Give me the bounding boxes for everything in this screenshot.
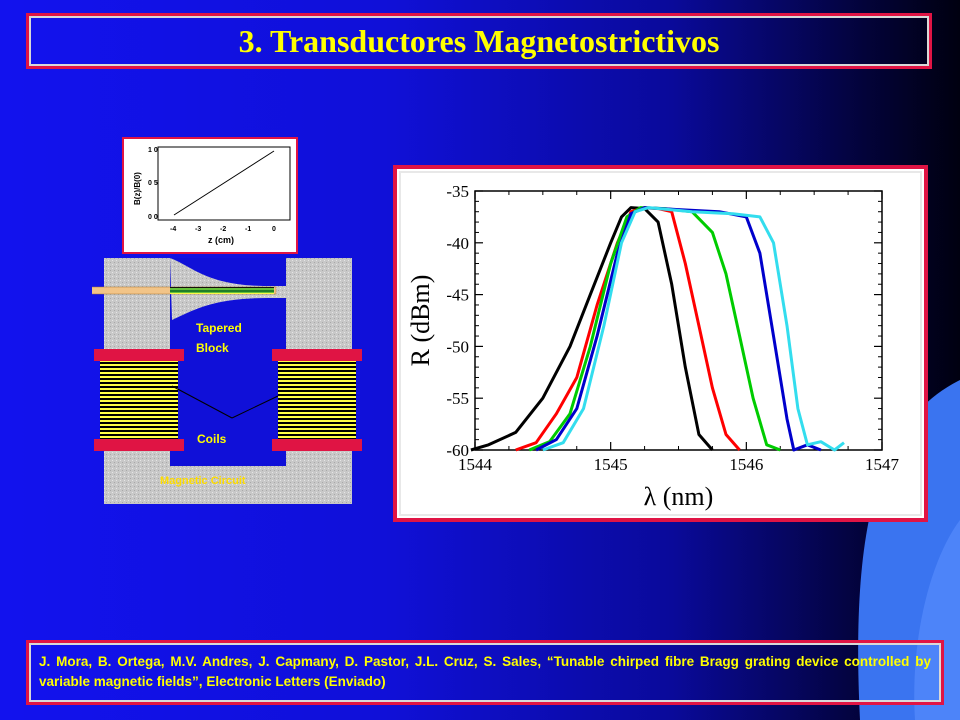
inset-xlabel: z (cm): [208, 235, 234, 245]
x-tick-label: 1546: [729, 455, 763, 474]
spectrum-series-1: [470, 206, 714, 452]
x-tick-4: 0: [272, 226, 276, 233]
x-tick-0: -4: [170, 226, 176, 233]
tapered-label-line1: Tapered: [196, 321, 242, 335]
tapered-label-line2: Block: [196, 341, 229, 355]
y-tick-label: -50: [446, 337, 469, 356]
field-profile-plot: 1 0 0 5 0 0 -4 -3 -2 -1 0 z (cm) B(z)/B(…: [122, 137, 298, 254]
slide-title: 3. Transductores Magnetostrictivos: [238, 22, 720, 59]
bragg-grating: [170, 288, 274, 293]
spectrum-series-3: [528, 206, 781, 452]
x-tick-label: 1544: [458, 455, 493, 474]
left-coil-bottom-flange: [94, 439, 184, 451]
x-tick-label: 1547: [865, 455, 900, 474]
right-coil-bottom-flange: [272, 439, 362, 451]
field-profile-svg: 1 0 0 5 0 0 -4 -3 -2 -1 0 z (cm) B(z)/B(…: [133, 146, 291, 245]
y-tick-label: -60: [446, 441, 469, 460]
spectrum-series-2: [515, 206, 741, 452]
x-tick-2: -2: [220, 226, 226, 233]
y-tick-label: -55: [446, 389, 469, 408]
left-coil-top-flange: [94, 349, 184, 361]
y-tick-top: 1 0: [148, 147, 158, 154]
title-frame: 3. Transductores Magnetostrictivos: [26, 13, 932, 69]
spectrum-series-5: [542, 206, 845, 452]
left-coil-winding: [100, 361, 178, 439]
y-tick-mid: 0 5: [148, 180, 158, 187]
y-tick-label: -45: [446, 286, 469, 305]
y-tick-label: -35: [446, 182, 469, 201]
y-axis-label: R (dBm): [406, 275, 435, 367]
citation-box: J. Mora, B. Ortega, M.V. Andres, J. Capm…: [26, 640, 944, 705]
x-tick-label: 1545: [594, 455, 628, 474]
spectrum-svg: 1544 1545 1546 1547 -35 -40 -45 -50 -55 -60 λ (nm)…: [406, 182, 900, 511]
x-axis-label: λ (nm): [644, 482, 714, 511]
magnetic-circuit-label: Magnetic Circuit: [160, 475, 246, 487]
x-tick-1: -3: [195, 226, 201, 233]
reflection-spectrum-chart: 1544 1545 1546 1547 -35 -40 -45 -50 -55 -60 λ (nm)…: [393, 165, 928, 522]
inset-ylabel: B(z)/B(0): [133, 172, 142, 205]
coils-label: Coils: [197, 432, 227, 446]
x-tick-3: -1: [245, 226, 251, 233]
y-tick-label: -40: [446, 234, 469, 253]
citation-text: J. Mora, B. Ortega, M.V. Andres, J. Capm…: [39, 654, 931, 689]
magnetic-device-diagram: Tapered Block Coils Magnetic Circuit: [92, 258, 362, 504]
y-tick-bottom: 0 0: [148, 214, 158, 221]
right-coil-winding: [278, 361, 356, 439]
right-coil-top-flange: [272, 349, 362, 361]
